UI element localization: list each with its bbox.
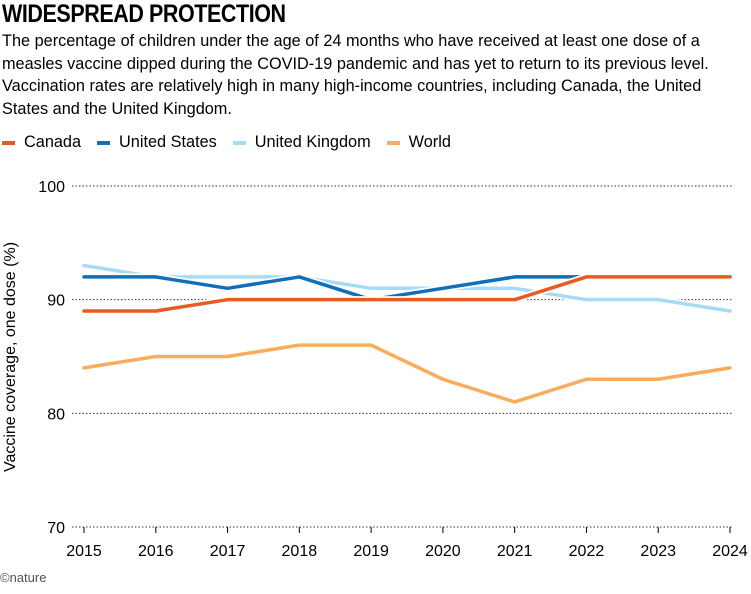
series-outline-world [83, 341, 731, 406]
legend-swatch [232, 140, 246, 145]
y-tick-label: 70 [47, 520, 65, 537]
nature-logo: ©nature [0, 570, 47, 585]
x-tick-label: 2022 [569, 543, 605, 560]
x-tick-label: 2017 [210, 543, 246, 560]
legend-item: United Kingdom [232, 133, 371, 152]
legend-swatch [97, 140, 111, 145]
chart-subtitle: The percentage of children under the age… [2, 32, 709, 118]
chart-title: WIDESPREAD PROTECTION [2, 0, 286, 28]
series-line-world [82, 343, 732, 404]
legend-label: United Kingdom [254, 133, 371, 151]
legend: Canada United States United Kingdom World [2, 133, 467, 152]
y-tick-label: 80 [47, 406, 65, 423]
legend-label: United States [119, 133, 217, 151]
x-tick-label: 2018 [282, 543, 318, 560]
y-tick-label: 90 [47, 293, 65, 310]
y-tick-label: 100 [38, 179, 65, 196]
x-tick-label: 2016 [138, 543, 174, 560]
legend-item: World [386, 133, 451, 152]
legend-swatch [386, 140, 400, 145]
legend-label: Canada [24, 133, 82, 151]
legend-item: Canada [2, 133, 81, 152]
legend-swatch [2, 140, 15, 145]
series-line-canada [82, 275, 732, 313]
legend-item: United States [97, 133, 217, 152]
x-tick-label: 2020 [425, 543, 461, 560]
x-tick-label: 2021 [497, 543, 533, 560]
x-tick-label: 2019 [353, 543, 389, 560]
x-tick-label: 2023 [640, 543, 676, 560]
legend-label: World [408, 133, 451, 151]
series-line-united-kingdom [82, 263, 732, 313]
y-axis-label: Vaccine coverage, one dose (%) [2, 242, 19, 472]
x-tick-label: 2024 [712, 543, 748, 560]
x-tick-label: 2015 [66, 543, 102, 560]
